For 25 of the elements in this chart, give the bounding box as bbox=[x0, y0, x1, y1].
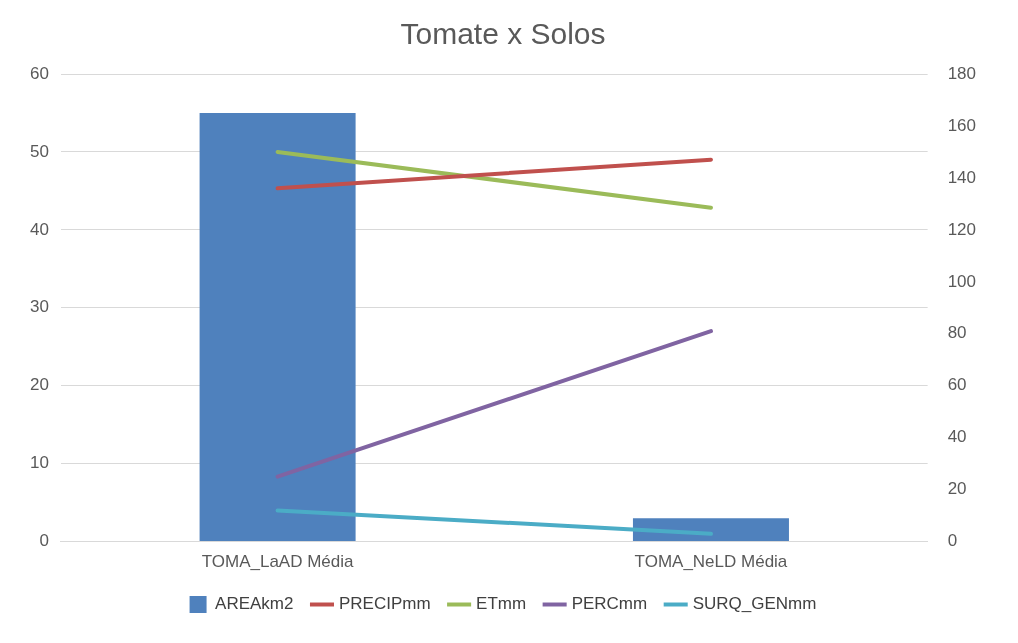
y2-tick-label: 120 bbox=[947, 219, 977, 239]
y2-tick-label: 40 bbox=[947, 427, 967, 447]
y2-tick-label: 60 bbox=[947, 375, 967, 395]
y-tick-label: 30 bbox=[29, 297, 49, 317]
y-tick-label: 50 bbox=[29, 141, 49, 161]
y-tick-label: 10 bbox=[29, 453, 49, 473]
x-tick-label: TOMA_LaAD Média bbox=[201, 552, 355, 572]
y2-tick-label: 20 bbox=[947, 479, 967, 499]
y-tick-label: 20 bbox=[29, 375, 49, 395]
y-tick-label: 0 bbox=[39, 531, 49, 551]
legend-label: SURQ_GENmm bbox=[692, 594, 817, 614]
chart-title: Tomate x Solos bbox=[400, 17, 606, 51]
legend-label: ETmm bbox=[476, 594, 527, 614]
y-tick-label: 40 bbox=[29, 219, 49, 239]
y-tick-label: 60 bbox=[29, 63, 49, 83]
y2-tick-label: 100 bbox=[947, 271, 977, 291]
y2-tick-label: 160 bbox=[947, 115, 977, 135]
legend-label: AREAkm2 bbox=[215, 594, 294, 614]
legend-label: PRECIPmm bbox=[338, 594, 431, 614]
y2-tick-label: 140 bbox=[947, 167, 977, 187]
y2-tick-label: 80 bbox=[947, 323, 967, 343]
legend-label: PERCmm bbox=[571, 594, 648, 614]
y2-tick-label: 180 bbox=[947, 63, 977, 83]
x-tick-label: TOMA_NeLD Média bbox=[634, 552, 788, 572]
y2-tick-label: 0 bbox=[947, 531, 958, 551]
